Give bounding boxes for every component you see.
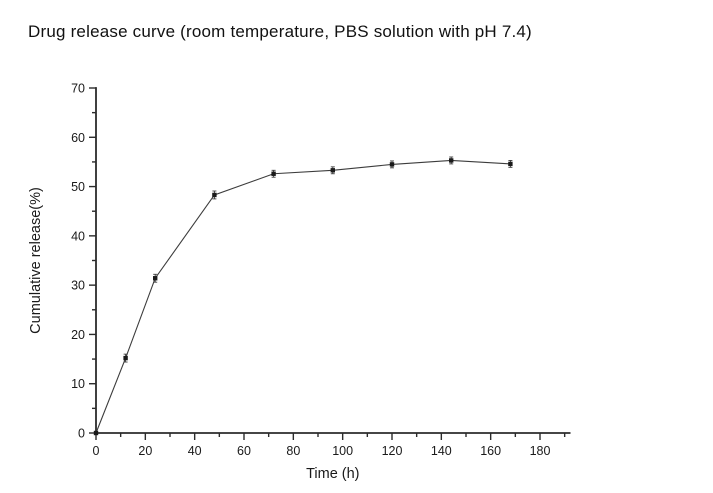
x-tick-label: 60 [237,444,251,458]
data-markers [93,158,513,436]
x-tick-label: 100 [332,444,353,458]
y-tick-label: 50 [71,180,85,194]
x-tick-label: 80 [286,444,300,458]
y-tick-label: 70 [71,82,85,96]
y-axis-title: Cumulative release(%) [28,187,44,334]
data-point-marker [271,171,276,176]
y-tick-label: 0 [78,427,85,441]
error-bars [123,156,513,363]
x-tick-label: 160 [480,444,501,458]
x-tick-label: 140 [431,444,452,458]
data-point-marker [389,162,395,167]
data-point-marker [330,168,335,173]
x-tick-label: 20 [138,444,152,458]
x-tick-label: 0 [93,444,100,458]
data-point-marker [93,430,99,436]
axis-ticks [89,87,566,440]
data-point-marker [508,161,513,167]
y-tick-label: 40 [71,229,85,243]
axes [94,87,571,435]
data-point-marker [449,158,454,163]
x-tick-label: 180 [530,444,551,458]
x-axis-title: Time (h) [306,466,359,482]
x-tick-label: 120 [382,444,403,458]
y-tick-label: 60 [71,131,85,145]
y-tick-label: 20 [71,328,85,342]
x-tick-label: 40 [188,444,202,458]
release-curve-line [95,159,511,434]
y-tick-label: 30 [71,279,85,293]
data-point-marker [153,276,158,281]
y-tick-label: 10 [71,377,85,391]
data-point-marker [123,355,128,361]
tick-labels: 0 20 40 60 80 100 120 140 160 180 0 10 20 30 40 50 60 70 [71,82,550,459]
data-point-marker [212,192,217,198]
chart-title: Drug release curve (room temperature, PB… [28,22,532,41]
